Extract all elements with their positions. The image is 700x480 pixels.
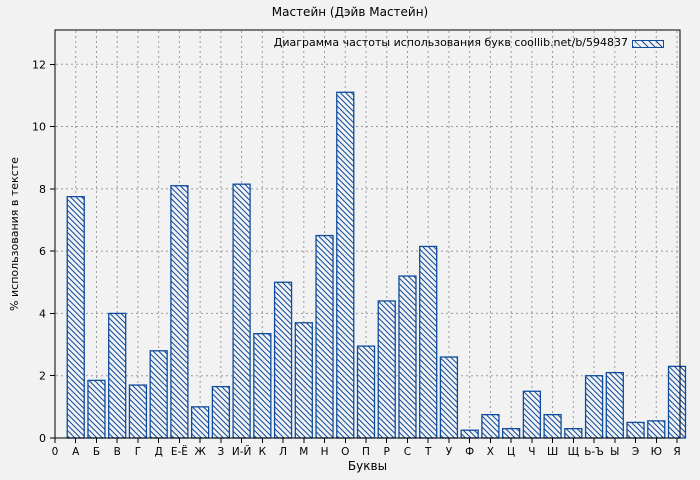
- x-tick-label-Х: Х: [487, 446, 494, 458]
- bar-Б: [87, 379, 106, 439]
- x-tick-label-В: В: [114, 446, 121, 458]
- x-tick-label-Т: Т: [424, 446, 432, 458]
- bar-К: [253, 333, 272, 439]
- bar-Я: [667, 365, 687, 439]
- x-tick-label-Ф: Ф: [465, 446, 474, 458]
- bar-М: [294, 322, 313, 439]
- y-tick-label-10: 10: [32, 121, 46, 134]
- bar-С: [398, 275, 417, 439]
- bar-З: [211, 385, 231, 439]
- bars: [66, 91, 687, 439]
- bar-Ы: [605, 371, 624, 439]
- x-tick-label-А: А: [72, 446, 80, 458]
- x-tick-label-Р: Р: [384, 446, 390, 458]
- x-tick-label-Б: Б: [93, 446, 100, 458]
- x-tick-label-Ж: Ж: [194, 446, 206, 458]
- axis-ticks: [50, 63, 678, 443]
- y-tick-label-6: 6: [39, 245, 46, 258]
- bar-Ж: [190, 406, 210, 439]
- legend-label: Диаграмма частоты использования букв coo…: [273, 36, 628, 49]
- x-tick-label-Ч: Ч: [528, 446, 535, 458]
- bar-Д: [149, 350, 168, 439]
- x-tick-label-Э: Э: [632, 446, 639, 458]
- bar-О: [336, 91, 355, 439]
- x-tick-label-Н: Н: [321, 446, 329, 458]
- x-tick-label-Е-Ё: Е-Ё: [171, 445, 188, 458]
- x-tick-label-Я: Я: [673, 446, 680, 458]
- bar-Э: [626, 421, 645, 439]
- bar-Ш: [543, 413, 562, 439]
- legend-swatch-icon: [632, 40, 664, 48]
- bar-Ю: [647, 420, 666, 439]
- y-tick-label-12: 12: [32, 58, 46, 71]
- y-tick-label-0: 0: [39, 432, 46, 445]
- x-axis-label: Буквы: [347, 459, 388, 473]
- x-tick-label-Ц: Ц: [507, 446, 515, 458]
- bar-Щ: [564, 428, 583, 439]
- bar-Н: [315, 234, 334, 439]
- bar-В: [108, 312, 127, 439]
- bar-У: [439, 356, 459, 439]
- bar-Ф: [460, 429, 479, 439]
- bar-Х: [481, 413, 500, 439]
- bar-Ь-Ъ: [584, 375, 604, 439]
- x-tick-label-Ь-Ъ: Ь-Ъ: [584, 446, 604, 458]
- axis-tick-labels: 0 2 4 6 8 10 12 0 А Б В Г Д Е-Ё Ж З И-Й К Л М Н О П Р С Т У Ф Х Ц Ч Ш Щ Ь…: [32, 58, 681, 458]
- x-tick-label-У: У: [446, 446, 453, 458]
- x-tick-label-Л: Л: [279, 446, 287, 458]
- x-tick-label-Ш: Ш: [547, 446, 558, 458]
- bar-И-Й: [232, 183, 251, 439]
- bar-Р: [377, 300, 396, 439]
- bar-Е-Ё: [170, 185, 189, 439]
- y-tick-label-8: 8: [39, 183, 46, 196]
- x-tick-label-0: 0: [52, 446, 59, 458]
- chart-title: Мастейн (Дэйв Мастейн): [271, 5, 429, 19]
- bar-Л: [273, 281, 293, 439]
- x-tick-label-Ы: Ы: [610, 446, 619, 458]
- bar-Ч: [522, 390, 542, 439]
- bar-А: [66, 195, 85, 439]
- x-tick-label-Щ: Щ: [568, 446, 580, 458]
- x-tick-label-Д: Д: [155, 446, 163, 458]
- bar-Ц: [501, 428, 521, 439]
- plot-border: [54, 29, 681, 439]
- bar-Г: [128, 384, 148, 439]
- x-tick-label-Г: Г: [135, 446, 141, 458]
- x-tick-label-И-Й: И-Й: [232, 445, 252, 458]
- bar-Т: [419, 245, 438, 439]
- x-tick-label-О: О: [341, 446, 349, 458]
- y-tick-label-2: 2: [39, 370, 46, 383]
- x-tick-label-З: З: [217, 446, 224, 458]
- x-tick-label-К: К: [259, 446, 267, 458]
- x-tick-label-П: П: [362, 446, 370, 458]
- bar-П: [356, 345, 376, 439]
- x-tick-label-М: М: [299, 446, 308, 458]
- x-tick-label-Ю: Ю: [651, 446, 662, 458]
- x-tick-label-С: С: [404, 446, 411, 458]
- y-tick-label-4: 4: [39, 307, 46, 320]
